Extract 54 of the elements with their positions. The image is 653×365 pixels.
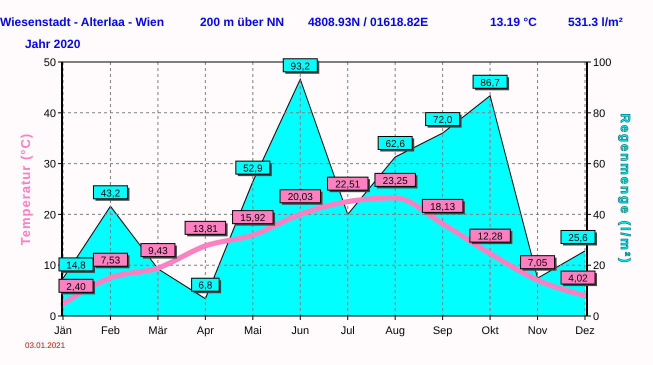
x-tick-label: Sep: [432, 325, 452, 337]
y2-tick-label: 0: [593, 311, 600, 323]
y2-tick-label: 80: [593, 108, 606, 120]
data-label: 52,9: [243, 164, 263, 175]
chart-subtitle: Jahr 2020: [25, 37, 81, 51]
text: 03.01.2021: [25, 341, 66, 350]
x-tick-label: Feb: [100, 325, 120, 337]
data-label: 7,05: [528, 258, 548, 270]
data-label: 2,40: [66, 282, 86, 293]
x-tick-label: Aug: [385, 325, 405, 337]
x-tick-label: Nov: [528, 325, 548, 337]
text: 531.3 l/m²: [568, 15, 623, 29]
x-tick-label: Jun: [291, 325, 310, 337]
y2-tick-label: 100: [593, 57, 612, 69]
data-label: 43,2: [100, 188, 121, 200]
data-label: 9,43: [148, 246, 168, 258]
text: 4808.93N / 01618.82E: [308, 15, 428, 29]
data-label: 15,92: [240, 213, 266, 224]
data-label: 72,0: [432, 115, 453, 126]
y-tick-label: 40: [44, 108, 56, 120]
data-label: 25,6: [568, 232, 588, 244]
text: 200 m über NN: [200, 15, 284, 29]
x-tick-label: Jän: [54, 325, 72, 337]
data-label: 13,81: [192, 224, 218, 235]
data-label: 6,8: [198, 280, 213, 292]
data-label: 18,13: [430, 202, 456, 213]
x-tick-label: Apr: [196, 325, 214, 337]
y2-tick-label: 60: [593, 158, 606, 171]
data-label: 86,7: [480, 78, 500, 89]
text: 13.19 °C: [490, 15, 538, 29]
y-tick-label: 20: [44, 209, 56, 222]
data-label: 12,28: [478, 232, 504, 243]
data-label: 4,02: [568, 274, 588, 285]
y2-tick-label: 20: [593, 260, 606, 272]
y2-axis-title: Regenmenge (l/m²): [618, 113, 633, 265]
y2-tick-label: 40: [593, 209, 606, 222]
data-label: 14,8: [66, 260, 86, 272]
y-tick-label: 0: [50, 311, 56, 323]
data-label: 93,2: [290, 61, 310, 72]
x-tick-label: Okt: [482, 325, 499, 337]
y-tick-label: 30: [44, 158, 56, 171]
data-label: 7,53: [100, 256, 121, 267]
x-tick-label: Dez: [575, 325, 595, 337]
data-label: 62,6: [385, 138, 406, 150]
y-tick-label: 10: [44, 260, 56, 272]
data-label: 23,25: [382, 176, 408, 187]
data-label: 22,51: [335, 180, 361, 191]
x-tick-label: Mai: [244, 325, 262, 337]
x-tick-label: Mär: [148, 325, 168, 337]
y-tick-label: 50: [44, 57, 56, 69]
x-tick-label: Jul: [340, 325, 355, 337]
chart-title: Wiesenstadt - Alterlaa - Wien: [0, 15, 164, 29]
y-axis-title: Temperatur (°C): [18, 132, 33, 246]
data-label: 20,03: [288, 192, 314, 204]
